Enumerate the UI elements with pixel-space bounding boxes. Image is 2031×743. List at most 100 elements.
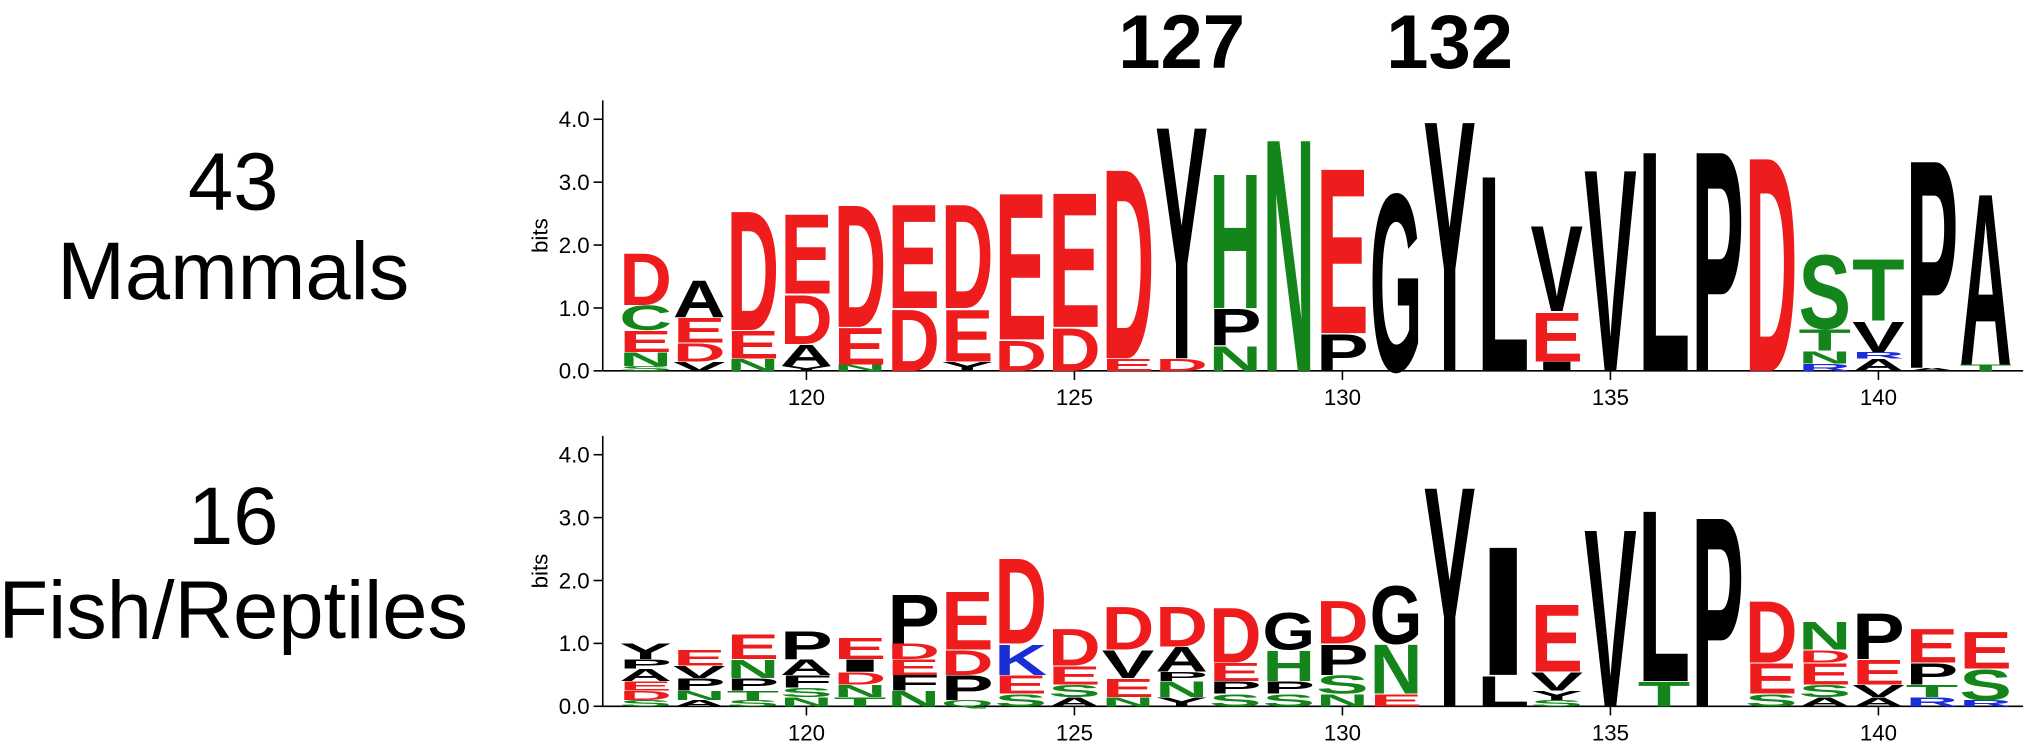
logo-letter: Y [780,365,833,373]
logo-letter: T [727,688,780,703]
logo-letter: N [887,686,940,711]
logo-letter: L [1477,117,1530,431]
logo-letter: N [1155,677,1208,702]
logo-letter: E [1745,654,1798,703]
logo-letter: D [1102,113,1155,417]
y-tick-label: 2.0 [559,568,590,593]
logo-letter: E [619,679,672,694]
logo-letter: N [834,681,887,701]
logo-letter: G [1263,602,1316,661]
logo-letter: I [1477,508,1530,714]
logo-letter: N [727,654,780,684]
logo-letter: D [619,688,672,703]
logo-letter: N [619,348,672,370]
logo-letter: E [1531,299,1584,377]
logo-letter: E [1102,673,1155,703]
logo-letter: E [1799,657,1852,691]
logo-letter: A [1048,695,1101,710]
y-tick-label: 0.0 [559,359,590,384]
logo-letter: R [1852,351,1905,361]
logo-letter: N [780,695,833,710]
logo-letter: S [619,699,672,709]
logo-letter: V [673,359,726,374]
logo-letter: T [1638,675,1691,714]
logo-letter: V [1852,313,1905,362]
x-tick-label: 135 [1592,720,1629,743]
logo-letter: R [1959,699,2012,709]
logo-letter: P [780,624,833,668]
logo-letter: E [673,311,726,350]
logo-letter: N [673,688,726,703]
group-name: Mammals [57,226,409,317]
logo-letter: G [1370,568,1423,662]
logo-letter: Y [941,359,994,374]
logo-letter: E [1959,621,2012,680]
logo-letter: D [834,668,887,688]
logo-letter: P [1852,599,1905,673]
logo-letter: D [1745,93,1798,436]
logo-letter: A [1906,367,1959,372]
logo-letter: E [1370,690,1423,710]
x-tick-label: 135 [1592,385,1629,410]
x-tick-label: 125 [1056,385,1093,410]
logo-letter: C [619,299,672,338]
logo-letter: N [1209,340,1262,379]
logo-letter: E [834,632,887,666]
logo-letter: E [995,149,1048,385]
logo-letter: E [780,192,833,318]
logo-letter: D [1155,596,1208,659]
logo-letter: R [1906,695,1959,710]
logo-letter: A [1852,695,1905,710]
logo-letter: N [834,363,887,373]
logo-letter: S [1209,690,1262,710]
logo-letter: P [1263,678,1316,698]
logo-letter: D [941,174,994,341]
y-axis-label: bits [528,218,553,253]
x-tick-label: 130 [1324,385,1361,410]
logo-letter: A [673,269,726,328]
logo-letter: Y [1531,688,1584,703]
logo-letter: Y [1423,420,1476,743]
logo-letter: E [1852,653,1905,692]
logo-letter: E [941,294,994,378]
logo-letter: E [1906,619,1959,673]
y-tick-label: 2.0 [559,233,590,258]
logo-letter: N [727,355,780,375]
logo-letter: D [1155,355,1208,375]
group-name: Fish/Reptiles [0,565,468,656]
logo-letter: H [1209,134,1262,350]
x-tick-label: 125 [1056,720,1093,743]
logo-letter: L [1477,667,1530,716]
logo-letter: V [1102,642,1155,686]
logo-letter: E [619,325,672,359]
logo-letter: D [887,639,940,664]
logo-letter: V [1584,476,1637,743]
logo-letter: P [887,581,940,659]
logo-letter: A [1799,695,1852,710]
logo-letter: P [673,675,726,695]
logo-letter: S [1316,670,1369,700]
logo-letter: A [619,665,672,685]
logo-letter: V [1852,681,1905,701]
logo-letter: D [1209,591,1262,679]
logo-letter: T [1906,681,1959,701]
logo-letter: P [1155,669,1208,684]
logo-letter: S [619,365,672,373]
position-annotation: 127 [1118,0,1245,85]
logo-letter: P [1209,298,1262,357]
x-tick-label: 130 [1324,720,1361,743]
logo-letter: A [780,338,833,372]
logo-letter: S [995,690,1048,710]
y-tick-label: 1.0 [559,631,590,656]
logo-letter: N [1316,690,1369,710]
logo-letter: D [780,281,833,359]
logo-letter: S [1263,690,1316,710]
y-tick-label: 1.0 [559,296,590,321]
logo-letter: D [1102,594,1155,663]
y-tick-label: 0.0 [559,694,590,719]
logo-letter: D [619,237,672,321]
sequence-count: 16 [188,471,278,562]
logo-letter: G [1370,140,1423,425]
